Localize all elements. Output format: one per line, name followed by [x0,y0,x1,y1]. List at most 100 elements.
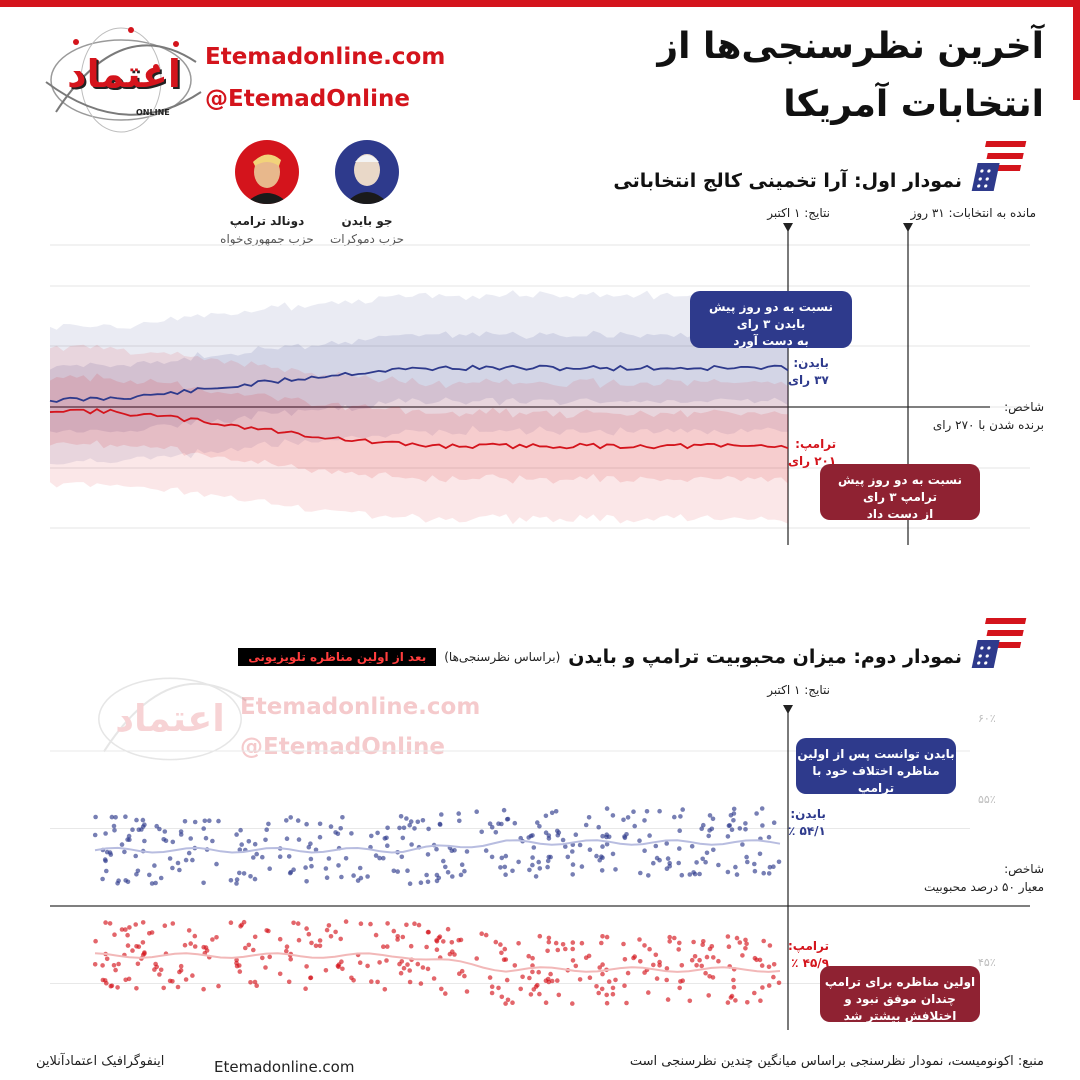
biden-poll-point [677,846,682,851]
biden-poll-point [133,853,138,859]
trump-poll-point [737,940,743,945]
trump-poll-point [288,957,294,962]
biden-poll-point [407,881,413,886]
trump-poll-point [743,937,748,943]
biden-poll-point [726,823,732,828]
biden-poll-point [409,842,414,847]
biden-poll-point [458,872,464,878]
biden-poll-point [687,872,693,877]
biden-poll-point [624,832,629,837]
biden-poll-point [586,815,592,820]
biden-poll-point [752,868,758,874]
biden-poll-point [186,850,192,856]
biden-poll-point [152,863,157,868]
biden-poll-point [766,871,772,876]
trump-poll-point [728,995,734,1000]
chart1-title: نمودار اول: آرا تخمینی کالج انتخاباتی [613,170,962,192]
biden-poll-point [651,860,656,866]
biden-poll-point [340,815,345,820]
biden-poll-point [642,818,647,823]
biden-poll-point [277,854,283,859]
trump-poll-point [134,986,139,991]
trump-poll-point [545,948,550,954]
biden-poll-point [201,826,206,831]
biden-poll-point [303,865,308,870]
trump-poll-point [464,989,470,994]
trump-poll-point [123,927,128,932]
biden-poll-point [123,814,128,819]
biden-poll-point [710,816,716,822]
biden-poll-point [437,822,443,827]
trump-poll-point [587,975,593,980]
biden-poll-point [149,881,155,886]
trump-poll-point [357,960,363,965]
biden-poll-point [530,855,535,860]
trump-poll-point [745,1000,750,1005]
trump-poll-point [502,946,508,952]
trump-poll-point [140,920,146,925]
trump-uncertainty-band-outer [50,344,788,525]
biden-poll-point [745,859,750,865]
trump-poll-point [104,980,109,986]
biden-poll-point [549,810,555,816]
biden-poll-point [573,832,579,837]
biden-poll-point [563,844,568,849]
biden-poll-point [647,833,652,838]
trump-poll-point [192,933,198,939]
trump-poll-point [653,952,659,958]
brand-handle: @EtemadOnline [205,86,410,112]
biden-poll-point [489,824,495,830]
biden-poll-point [622,835,628,841]
trump-poll-point [642,970,647,975]
biden-poll-point [130,827,135,832]
trump-poll-point [503,957,509,962]
biden-poll-point [134,817,139,823]
biden-poll-point [296,837,302,842]
trump-poll-point [537,991,542,997]
trump-poll-point [731,984,737,990]
biden-poll-point [667,860,672,866]
biden-poll-point [104,849,110,855]
trump-poll-point [596,990,601,996]
logo-subtext: ONLINE [136,108,170,117]
biden-avatar [335,140,399,204]
biden-poll-point [234,881,239,886]
biden-poll-point [767,864,773,870]
trump-poll-point [134,944,139,949]
trump-poll-point [368,921,373,927]
biden-poll-point [228,878,234,883]
biden-poll-point [328,824,334,829]
biden-poll-point [664,841,669,846]
biden-poll-point [464,849,470,854]
trump-poll-point [291,920,296,926]
biden-poll-point [560,837,566,843]
trump-poll-point [622,983,627,988]
trump-poll-point [757,957,763,963]
trump-poll-point [210,937,215,942]
biden-poll-point [401,825,407,831]
trump-poll-point [776,980,782,986]
biden-poll-point [483,848,489,853]
biden-poll-point [510,868,515,874]
trump-poll-point [597,965,602,970]
trump-poll-point [397,961,402,967]
chart2-threshold-label: شاخص: معیار ۵۰ درصد محبوبیت [924,862,1044,894]
biden-poll-point [336,863,341,868]
biden-poll-point [665,856,671,861]
trump-poll-point [546,935,552,941]
biden-poll-point [757,851,763,857]
biden-poll-point [740,842,745,847]
biden-poll-point [400,835,406,841]
biden-poll-point [744,854,749,860]
trump-poll-point [667,934,672,940]
biden-poll-point [214,861,219,867]
biden-poll-point [357,865,363,871]
biden-poll-point [317,834,323,840]
trump-poll-point [711,955,716,960]
trump-poll-point [125,943,131,948]
trump-poll-point [512,963,518,968]
biden-uncertainty-band-inner [50,330,788,433]
trump-poll-point [115,985,120,990]
trump-poll-point [570,946,575,952]
biden-poll-point [621,817,626,823]
